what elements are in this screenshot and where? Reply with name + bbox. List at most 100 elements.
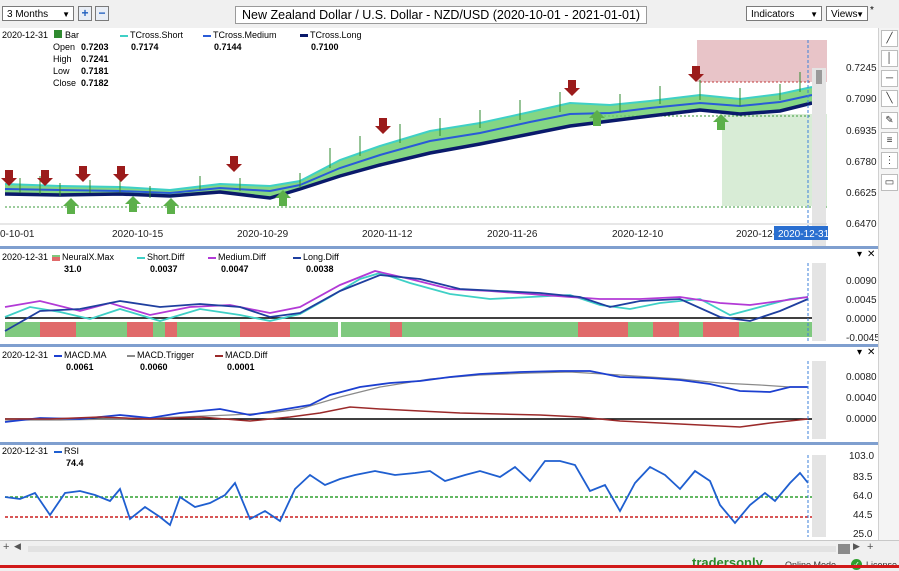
y-tick: 0.0090 <box>846 276 877 287</box>
macd-collapse-button[interactable]: ▾ <box>857 347 863 358</box>
horizontal-line-tool-icon[interactable]: ─ <box>881 70 898 87</box>
medium-diff-value: 0.0047 <box>221 264 249 274</box>
ray-tool-icon[interactable]: ╲ <box>881 90 898 107</box>
chevron-down-icon: ▼ <box>810 10 818 19</box>
diff-chart[interactable]: 0.0090 0.0045 0.0000 -0.0045 <box>0 249 878 344</box>
price-bars <box>19 72 801 198</box>
add-chart-button[interactable]: + <box>78 6 92 21</box>
price-x-axis: 0-10-01 2020-10-15 2020-10-29 2020-11-12… <box>0 229 776 240</box>
macd-ma-line <box>4 370 808 423</box>
macd-diff-label: MACD.Diff <box>225 350 268 360</box>
sell-signal-arrows <box>1 66 704 186</box>
price-pane[interactable]: 0.7245 0.7090 0.6935 0.6780 0.6625 0.647… <box>0 28 878 246</box>
drawing-tools-panel: ╱ │ ─ ╲ ✎ ≡ ⋮ ▭ <box>878 28 899 540</box>
macd-scrollbar[interactable] <box>812 361 826 439</box>
line-swatch-icon <box>120 34 128 37</box>
views-dropdown[interactable]: Views ▼ <box>826 6 868 21</box>
y-tick: 0.0080 <box>846 372 877 383</box>
price-scrollbar[interactable] <box>812 68 826 246</box>
tradersonly-logo: tradersonly <box>692 555 763 567</box>
annotation-tool-icon[interactable]: ▭ <box>881 174 898 191</box>
zoom-in-icon[interactable]: + <box>3 541 10 553</box>
high-label: High <box>53 54 72 64</box>
zoom-out-icon[interactable]: + <box>867 541 874 553</box>
line-swatch-icon <box>203 34 211 37</box>
price-y-axis: 0.7245 0.7090 0.6935 0.6780 0.6625 0.647… <box>846 63 877 230</box>
fibonacci-tool-icon[interactable]: ≡ <box>881 132 898 149</box>
y-tick: 0.6935 <box>846 126 877 137</box>
price-chart[interactable]: 0.7245 0.7090 0.6935 0.6780 0.6625 0.647… <box>0 28 878 246</box>
line-swatch-icon <box>293 256 301 259</box>
neural-value: 31.0 <box>64 264 82 274</box>
medium-diff-label: Medium.Diff <box>218 252 266 262</box>
macd-ma-legend: MACD.MA <box>54 350 107 360</box>
macd-trigger-label: MACD.Trigger <box>137 350 195 360</box>
rsi-chart[interactable]: 103.0 83.5 64.0 44.5 25.0 <box>0 445 878 540</box>
short-diff-line <box>4 272 809 322</box>
neural-label: NeuralX.Max <box>62 252 115 262</box>
long-diff-line <box>4 274 809 332</box>
y-tick: 64.0 <box>853 491 873 502</box>
pane-splitter[interactable] <box>0 442 878 445</box>
pitchfork-tool-icon[interactable]: ⋮ <box>881 152 898 169</box>
close-value: 0.7182 <box>81 78 109 88</box>
macd-diff-legend: MACD.Diff <box>215 350 267 360</box>
rsi-legend: RSI <box>54 446 79 456</box>
instrument-title: New Zealand Dollar / U.S. Dollar - NZD/U… <box>235 6 648 24</box>
period-dropdown[interactable]: 3 Months ▼ <box>2 6 74 21</box>
y-tick: 0.6470 <box>846 219 877 230</box>
open-value: 0.7203 <box>81 42 109 52</box>
horizontal-scroll-thumb[interactable] <box>838 544 850 554</box>
diff-close-button[interactable]: ✕ <box>867 249 876 260</box>
vertical-line-tool-icon[interactable]: │ <box>881 50 898 67</box>
macd-chart[interactable]: 0.0080 0.0040 0.0000 <box>0 347 878 442</box>
diff-pane[interactable]: 0.0090 0.0045 0.0000 -0.0045 2020-12-31 … <box>0 249 878 344</box>
y-tick: 0.0000 <box>846 414 877 425</box>
y-tick: 0.0045 <box>846 295 877 306</box>
diff-scrollbar[interactable] <box>812 263 826 341</box>
pencil-tool-icon[interactable]: ✎ <box>881 112 898 129</box>
open-label: Open <box>53 42 76 52</box>
bar-swatch-icon <box>54 30 62 38</box>
pane-splitter[interactable] <box>0 344 878 347</box>
video-progress-bar <box>0 565 899 568</box>
x-tick: 2020-11-26 <box>487 229 538 240</box>
tcross-long-legend: TCross.Long <box>300 30 362 40</box>
horizontal-scrollbar[interactable] <box>28 546 836 552</box>
neural-legend: NeuralX.Max <box>52 252 114 262</box>
macd-ma-label: MACD.MA <box>64 350 107 360</box>
rsi-scrollbar[interactable] <box>812 455 826 537</box>
y-tick: -0.0045 <box>846 333 878 344</box>
rsi-y-axis: 103.0 83.5 64.0 44.5 25.0 <box>849 451 874 540</box>
trendline-tool-icon[interactable]: ╱ <box>881 30 898 47</box>
line-swatch-icon <box>54 450 62 453</box>
bar-legend: Bar <box>54 30 79 40</box>
x-tick: 0-10-01 <box>0 229 35 240</box>
macd-close-button[interactable]: ✕ <box>867 347 876 358</box>
macd-pane[interactable]: 0.0080 0.0040 0.0000 2020-12-31 MACD.MA … <box>0 347 878 442</box>
tcross-long-value: 0.7100 <box>311 42 339 52</box>
pane-splitter[interactable] <box>0 246 878 249</box>
short-diff-value: 0.0037 <box>150 264 178 274</box>
diff-collapse-button[interactable]: ▾ <box>857 249 863 260</box>
x-tick: 2020-10-15 <box>112 229 164 240</box>
macd-legend-date: 2020-12-31 <box>2 350 49 360</box>
short-diff-legend: Short.Diff <box>137 252 184 262</box>
macd-trigger-legend: MACD.Trigger <box>127 350 194 360</box>
diff-legend-date: 2020-12-31 <box>2 252 49 262</box>
indicators-dropdown[interactable]: Indicators ▼ <box>746 6 822 21</box>
period-value: 3 Months <box>7 9 49 20</box>
y-tick: 83.5 <box>853 472 873 483</box>
cursor-date: 2020-12-31 <box>778 229 830 240</box>
price-scroll-thumb[interactable] <box>816 70 822 84</box>
x-tick: 2020-12- <box>736 229 776 240</box>
rsi-pane[interactable]: 103.0 83.5 64.0 44.5 25.0 2020-12-31 RSI… <box>0 445 878 540</box>
x-tick: 2020-12-10 <box>612 229 664 240</box>
scroll-right-icon[interactable]: ▶ <box>853 541 860 551</box>
scroll-left-icon[interactable]: ◀ <box>14 541 21 551</box>
rsi-label: RSI <box>64 446 80 456</box>
remove-chart-button[interactable]: − <box>95 6 109 21</box>
low-value: 0.7181 <box>81 66 109 76</box>
long-diff-value: 0.0038 <box>306 264 334 274</box>
close-label: Close <box>53 78 77 88</box>
